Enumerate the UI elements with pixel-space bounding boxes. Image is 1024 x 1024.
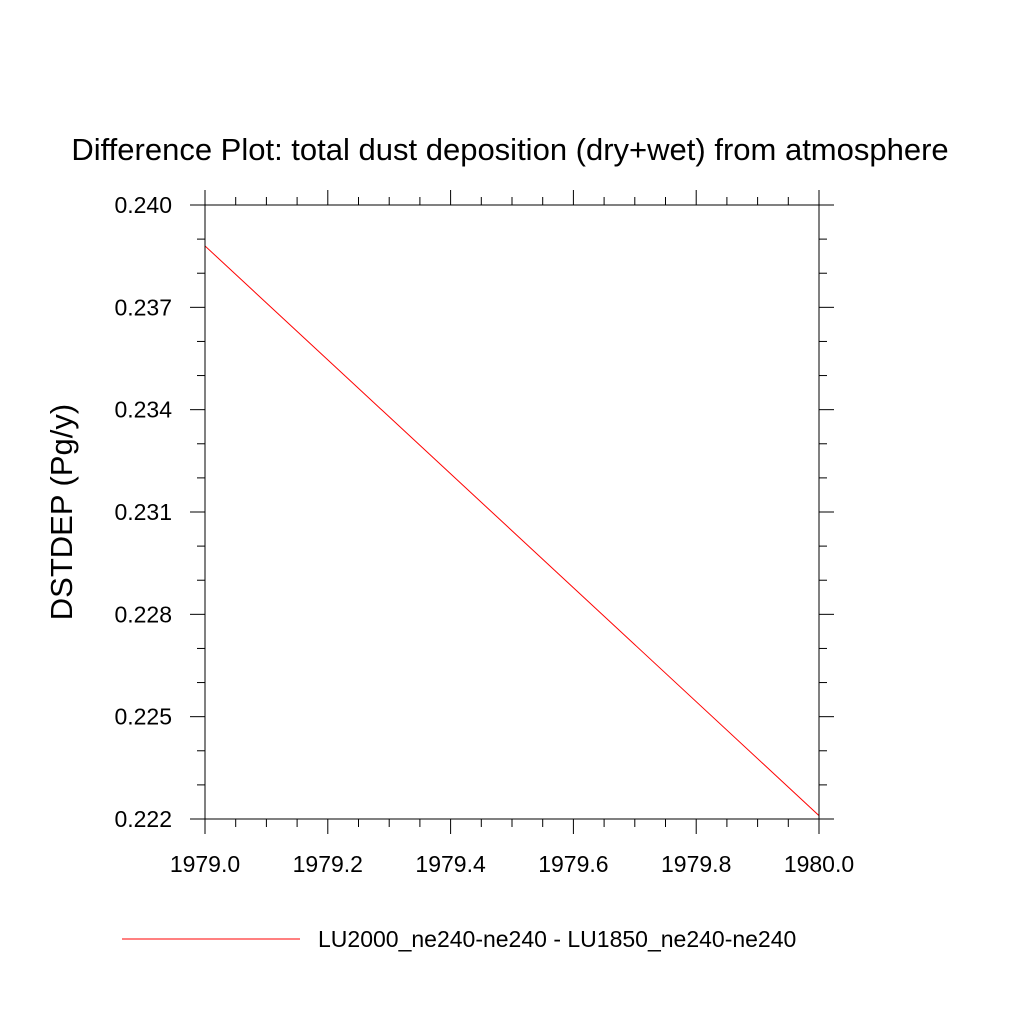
y-tick-label: 0.234	[114, 397, 172, 423]
y-tick-label: 0.225	[114, 704, 172, 730]
x-tick-label: 1979.8	[661, 851, 731, 877]
x-tick-label: 1979.4	[415, 851, 486, 877]
y-tick-label: 0.240	[114, 192, 172, 218]
series-layer	[204, 245, 820, 816]
plot-frame	[204, 204, 820, 820]
ticks-layer: 1979.0 1979.2 1979.4 1979.6 1979.8 1980.0 0.22…	[114, 190, 854, 877]
y-tick-label: 0.237	[114, 294, 172, 320]
y-tick-label: 0.228	[114, 601, 172, 627]
x-tick-label: 1979.6	[538, 851, 608, 877]
y-tick-label: 0.231	[114, 499, 172, 525]
legend: LU2000_ne240-ne240 - LU1850_ne240-ne240	[122, 926, 796, 952]
chart-title: Difference Plot: total dust deposition (…	[71, 132, 948, 167]
x-tick-label: 1979.2	[293, 851, 363, 877]
legend-label: LU2000_ne240-ne240 - LU1850_ne240-ne240	[318, 926, 796, 952]
series-line	[204, 245, 820, 816]
x-tick-label: 1979.0	[170, 851, 240, 877]
y-axis-label: DSTDEP (Pg/y)	[44, 404, 79, 620]
y-tick-label: 0.222	[114, 806, 172, 832]
x-tick-label: 1980.0	[784, 851, 854, 877]
